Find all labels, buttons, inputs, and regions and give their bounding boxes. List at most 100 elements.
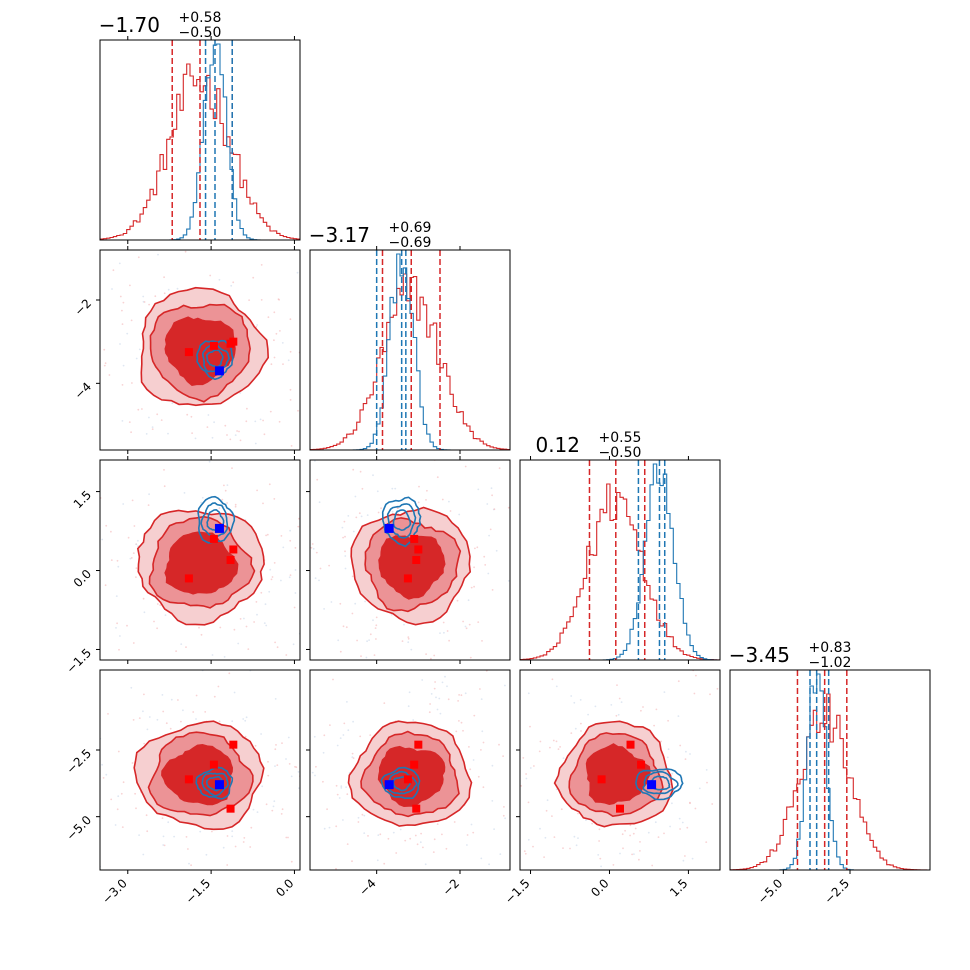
scatter-point	[369, 734, 372, 736]
scatter-point	[282, 363, 284, 365]
panel-4-1	[100, 670, 300, 870]
scatter-point	[232, 281, 235, 284]
scatter-point	[112, 269, 115, 272]
scatter-point	[101, 538, 104, 541]
scatter-point	[156, 603, 159, 605]
scatter-point	[126, 332, 129, 335]
scatter-point	[344, 550, 346, 553]
scatter-point	[504, 684, 506, 687]
scatter-point	[360, 515, 363, 518]
scatter-point	[711, 803, 714, 805]
scatter-point	[667, 719, 669, 722]
scatter-point	[163, 469, 165, 471]
scatter-point	[101, 763, 103, 766]
scatter-point	[290, 860, 293, 863]
contour-blue-3	[392, 509, 412, 532]
scatter-point	[176, 287, 179, 290]
histogram-red-param-3	[520, 483, 720, 660]
scatter-point	[418, 485, 420, 488]
scatter-point	[199, 830, 202, 833]
scatter-point	[186, 413, 189, 416]
scatter-point	[436, 823, 439, 825]
scatter-point	[138, 834, 141, 836]
scatter-point	[622, 847, 624, 850]
scatter-point	[366, 640, 368, 643]
contour-blue-2	[642, 770, 679, 795]
marker-red-4	[226, 339, 235, 348]
scatter-point	[266, 533, 269, 536]
scatter-point	[351, 575, 354, 578]
contour-red-3	[585, 743, 651, 806]
contour-blue-2	[200, 502, 229, 538]
scatter-point	[313, 735, 316, 738]
scatter-point	[464, 625, 467, 628]
scatter-point	[285, 836, 288, 839]
scatter-point	[527, 801, 530, 804]
scatter-point	[689, 753, 691, 755]
scatter-point	[364, 600, 366, 603]
scatter-point	[484, 564, 487, 566]
scatter-point	[323, 608, 325, 610]
scatter-point	[273, 562, 276, 564]
scatter-point	[491, 800, 494, 802]
scatter-point	[110, 559, 113, 561]
scatter-point	[297, 525, 300, 528]
scatter-point	[326, 808, 328, 811]
scatter-point	[361, 813, 364, 816]
scatter-point	[146, 830, 149, 833]
scatter-point	[273, 498, 276, 500]
scatter-point	[598, 840, 600, 842]
scatter-point	[684, 758, 687, 760]
scatter-point	[211, 654, 214, 656]
scatter-point	[417, 501, 420, 504]
scatter-point	[278, 298, 280, 301]
title-param-3-median: 0.12	[535, 433, 580, 457]
scatter-point	[318, 579, 320, 582]
scatter-point	[372, 474, 374, 477]
scatter-point	[145, 814, 148, 817]
scatter-point	[163, 276, 166, 279]
scatter-point	[148, 416, 150, 419]
scatter-point	[147, 504, 150, 506]
marker-red-3	[414, 740, 423, 749]
title-param-3-minus: −0.50	[599, 445, 642, 461]
scatter-point	[377, 834, 380, 836]
scatter-point	[290, 775, 293, 778]
scatter-point	[679, 744, 682, 747]
scatter-point	[639, 841, 641, 843]
scatter-point	[477, 775, 480, 778]
scatter-point	[363, 832, 366, 834]
scatter-point	[249, 846, 252, 848]
scatter-point	[376, 859, 379, 862]
scatter-point	[580, 730, 582, 732]
scatter-point	[273, 339, 275, 342]
scatter-point	[182, 709, 184, 712]
scatter-point	[426, 489, 428, 492]
scatter-point	[119, 635, 121, 637]
scatter-point	[617, 713, 620, 716]
scatter-point	[525, 773, 527, 775]
scatter-point	[130, 431, 133, 434]
scatter-point	[470, 586, 473, 589]
scatter-point	[467, 599, 470, 602]
scatter-point	[357, 821, 360, 823]
scatter-point	[562, 847, 564, 849]
scatter-point	[262, 502, 264, 505]
scatter-point	[234, 845, 237, 848]
scatter-point	[142, 710, 144, 713]
scatter-point	[180, 643, 183, 645]
scatter-point	[524, 852, 527, 855]
panel-frame-4-2	[309, 669, 511, 871]
scatter-point	[211, 436, 214, 439]
scatter-point	[280, 813, 283, 815]
scatter-point	[270, 578, 273, 581]
scatter-point	[462, 729, 464, 732]
scatter-point	[289, 350, 292, 353]
scatter-point	[543, 856, 545, 858]
scatter-point	[356, 639, 358, 642]
scatter-point	[114, 824, 117, 826]
scatter-point	[322, 751, 325, 754]
scatter-point	[137, 408, 140, 411]
scatter-point	[198, 626, 200, 629]
scatter-point	[130, 319, 133, 322]
